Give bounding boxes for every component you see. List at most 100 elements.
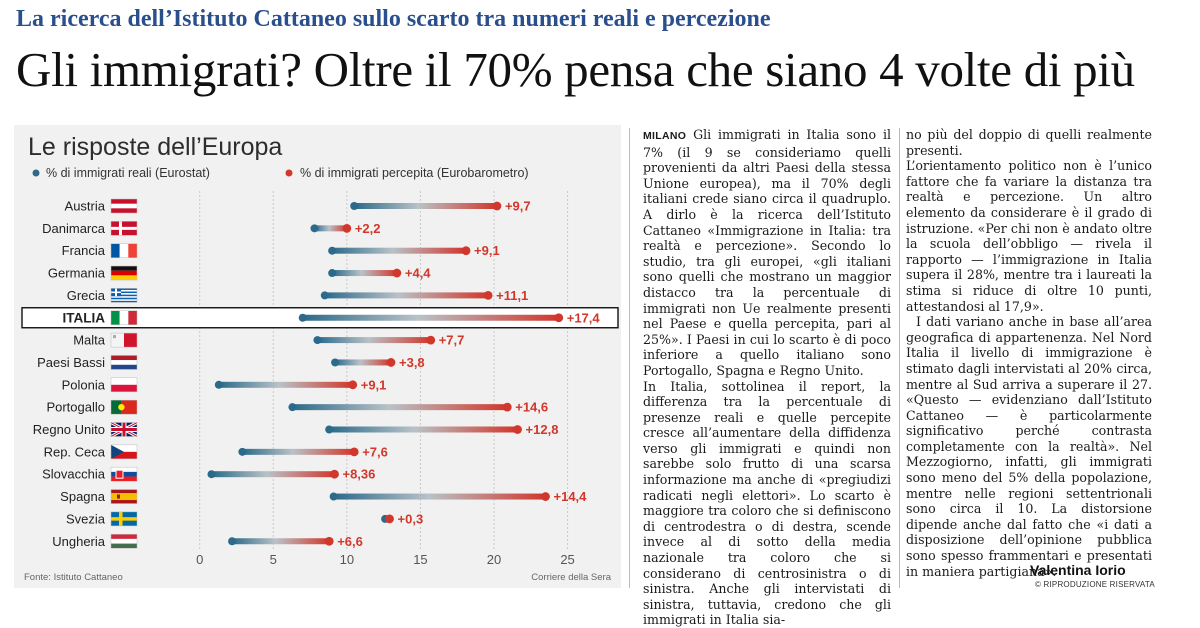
article-paragraph: no più del doppio di quelli realmente pr… <box>906 127 1152 158</box>
country-label: Polonia <box>62 377 106 392</box>
flag-part <box>111 227 137 230</box>
country-label: ITALIA <box>63 310 106 325</box>
flag-part <box>111 266 137 271</box>
country-label: Svezia <box>66 511 106 526</box>
chart-credit: Corriere della Sera <box>531 572 611 583</box>
perceived-value-dot <box>348 380 357 389</box>
legend-real-dot <box>33 170 40 177</box>
real-value-dot <box>215 381 223 389</box>
flag-part <box>113 335 116 338</box>
x-tick-label: 15 <box>413 552 427 567</box>
real-value-dot <box>207 470 215 478</box>
legend-real-label: % di immigrati reali (Eurostat) <box>46 166 210 180</box>
gap-bar <box>329 427 517 433</box>
flag-part <box>111 292 121 294</box>
real-value-dot <box>313 336 321 344</box>
flag-part <box>111 244 120 258</box>
perceived-value-dot <box>385 515 394 524</box>
chart-panel: Le risposte dell’Europa % di immigrati r… <box>14 125 621 588</box>
perceived-value-dot <box>554 313 563 322</box>
spain-flag <box>111 490 137 504</box>
flag-part <box>111 467 137 472</box>
malta-flag <box>111 333 137 347</box>
difference-label: +9,1 <box>361 377 387 392</box>
czech-flag <box>111 445 137 459</box>
country-label: Ungheria <box>52 534 106 549</box>
poland-flag <box>111 378 137 392</box>
legend: % di immigrati reali (Eurostat) % di imm… <box>33 166 529 180</box>
difference-label: +3,8 <box>399 355 425 370</box>
perceived-value-dot <box>484 291 493 300</box>
gap-bar <box>332 248 466 254</box>
legend-perceived-dot <box>286 170 293 177</box>
flag-part <box>111 385 137 392</box>
gap-bar <box>335 359 391 365</box>
country-label: Paesi Bassi <box>37 355 105 370</box>
flag-part <box>111 355 137 360</box>
sweden-flag <box>111 512 137 526</box>
flag-part <box>111 275 137 280</box>
country-label: Francia <box>62 243 106 258</box>
perceived-value-dot <box>426 336 435 345</box>
portugal-flag <box>111 400 137 414</box>
article-paragraph: L’orientamento politico non è l’unico fa… <box>906 158 1152 314</box>
austria-flag <box>111 199 137 213</box>
difference-label: +9,1 <box>474 243 500 258</box>
flag-part <box>111 333 124 347</box>
gap-bar <box>292 404 507 410</box>
country-label: Malta <box>73 333 106 348</box>
netherlands-flag <box>111 355 137 369</box>
difference-label: +4,4 <box>405 266 431 281</box>
country-label: Rep. Ceca <box>44 444 106 459</box>
real-value-dot <box>325 426 333 434</box>
difference-label: +6,6 <box>337 534 363 549</box>
flag-part <box>128 311 137 325</box>
real-value-dot <box>310 224 318 232</box>
difference-label: +0,3 <box>398 511 424 526</box>
gap-bar <box>354 203 497 209</box>
perceived-value-dot <box>513 425 522 434</box>
difference-label: +14,4 <box>554 489 588 504</box>
real-value-dot <box>299 314 307 322</box>
france-flag <box>111 244 137 258</box>
real-value-dot <box>321 291 329 299</box>
germany-flag <box>111 266 137 280</box>
real-value-dot <box>238 448 246 456</box>
x-tick-label: 5 <box>270 552 277 567</box>
difference-label: +7,6 <box>362 444 388 459</box>
flag-part <box>111 544 137 549</box>
dumbbell-chart: Le risposte dell’Europa % di immigrati r… <box>14 125 621 588</box>
flag-part <box>111 428 137 431</box>
x-tick-label: 0 <box>196 552 203 567</box>
flag-part <box>111 204 137 209</box>
real-value-dot <box>328 269 336 277</box>
gap-bar <box>317 337 430 343</box>
supertitle: La ricerca dell’Istituto Cattaneo sullo … <box>16 6 771 33</box>
perceived-value-dot <box>503 403 512 412</box>
real-value-dot <box>288 403 296 411</box>
flag-part <box>111 472 137 477</box>
difference-label: +9,7 <box>505 199 531 214</box>
perceived-value-dot <box>392 269 401 278</box>
perceived-value-dot <box>493 202 502 211</box>
x-tick-label: 20 <box>487 552 501 567</box>
column-divider <box>899 128 900 588</box>
article-column-1: MILANO Gli immigrati in Italia sono il 7… <box>643 127 891 628</box>
legend-perceived-label: % di immigrati percepita (Eurobarometro) <box>300 166 529 180</box>
copyright-notice: © RIPRODUZIONE RISERVATA <box>1035 580 1155 589</box>
flag-part <box>120 244 129 258</box>
italy-flag <box>111 311 137 325</box>
country-label: Grecia <box>67 288 106 303</box>
flag-part <box>111 365 137 370</box>
hungary-flag <box>111 534 137 548</box>
gap-bar <box>232 538 329 544</box>
gap-bar <box>211 471 334 477</box>
difference-label: +17,4 <box>567 310 601 325</box>
perceived-value-dot <box>387 358 396 367</box>
dateline: MILANO <box>643 130 686 142</box>
x-tick-label: 10 <box>340 552 354 567</box>
perceived-value-dot <box>330 470 339 479</box>
country-label: Germania <box>48 266 106 281</box>
difference-label: +12,8 <box>526 422 559 437</box>
flag-part <box>111 534 137 539</box>
